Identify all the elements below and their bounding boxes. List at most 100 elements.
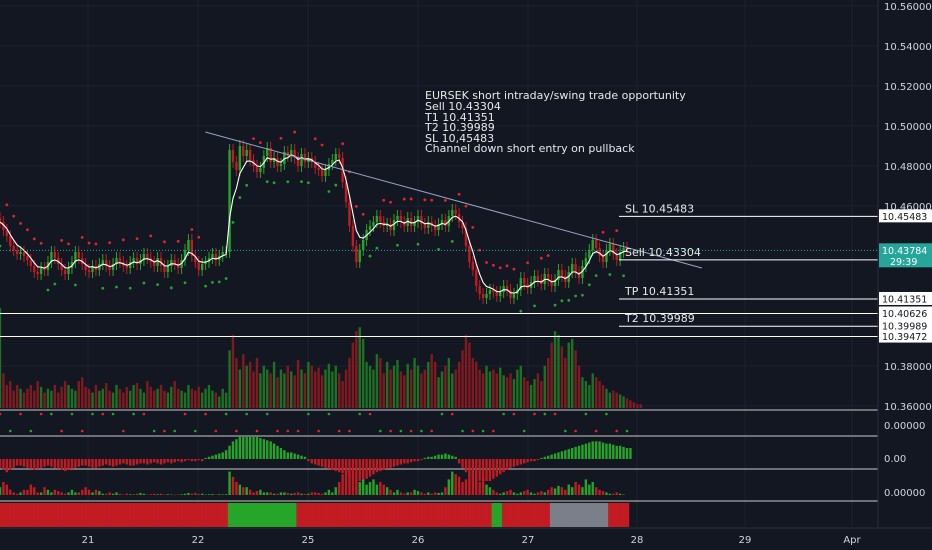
indicator-2-bar bbox=[266, 440, 269, 459]
current-price-tag bbox=[879, 243, 932, 268]
candle-body bbox=[618, 252, 622, 260]
countdown-text: 29:39 bbox=[890, 257, 917, 268]
indicator-2-bar bbox=[180, 459, 183, 463]
indicator-1-dot bbox=[122, 429, 125, 433]
indicator-4-cell bbox=[224, 503, 229, 527]
candle-body bbox=[29, 260, 33, 266]
indicator-4-cell bbox=[46, 503, 51, 527]
indicator-3-bar bbox=[314, 492, 317, 495]
current-price-tag-text: 10.43784 bbox=[882, 246, 927, 257]
indicator-3-bar bbox=[574, 482, 577, 495]
indicator-1-dot bbox=[358, 412, 362, 416]
indicator-4-cell bbox=[179, 503, 184, 527]
volume-bar bbox=[385, 361, 389, 408]
sar-dot bbox=[0, 244, 2, 248]
indicator-4-cell bbox=[296, 503, 301, 527]
candle-body bbox=[471, 262, 475, 270]
indicator-4-cell bbox=[197, 503, 201, 527]
indicator-1-dot bbox=[348, 429, 351, 433]
volume-bar bbox=[238, 369, 242, 408]
sar-dot bbox=[430, 198, 434, 202]
indicator-3-bar bbox=[29, 484, 33, 495]
indicator-4-cell bbox=[440, 503, 445, 527]
sar-dot bbox=[539, 256, 543, 260]
indicator-3-bar bbox=[444, 487, 447, 495]
sar-dot bbox=[567, 298, 571, 302]
volume-bar bbox=[207, 384, 211, 408]
volume-bar bbox=[492, 369, 495, 408]
indicator-4-cell bbox=[227, 503, 232, 527]
indicator-2-bar bbox=[550, 454, 553, 459]
indicator-2-bar bbox=[272, 443, 276, 459]
volume-bar bbox=[26, 388, 29, 408]
indicator-4-cell bbox=[621, 503, 626, 527]
candle-body bbox=[118, 258, 122, 262]
indicator-2-bar bbox=[437, 454, 440, 459]
sar-dot bbox=[286, 180, 290, 184]
indicator-2-bar bbox=[248, 437, 252, 459]
level-price-tag-text: 10.39989 bbox=[882, 322, 927, 333]
indicator-4-cell bbox=[368, 503, 373, 527]
volume-bar bbox=[605, 388, 608, 408]
volume-bar bbox=[601, 384, 605, 408]
x-tick-label: 28 bbox=[631, 535, 644, 546]
indicator-4-cell bbox=[186, 503, 191, 527]
volume-bar bbox=[365, 361, 368, 408]
volume-bar bbox=[567, 342, 570, 408]
volume-bar bbox=[553, 331, 557, 408]
indicator-1-dot bbox=[368, 412, 372, 416]
indicator-3-bar bbox=[122, 494, 125, 495]
indicator-3-bar bbox=[269, 492, 272, 495]
candle-body bbox=[269, 148, 272, 162]
indicator-4-cell bbox=[477, 503, 482, 527]
indicator-4-cell bbox=[539, 503, 544, 527]
volume-bar bbox=[608, 392, 612, 408]
candle-body bbox=[214, 254, 218, 260]
indicator-4-cell bbox=[567, 503, 571, 527]
volume-bar bbox=[348, 358, 351, 408]
indicator-3-bar bbox=[475, 479, 478, 495]
indicator-1-dot bbox=[245, 412, 248, 416]
indicator-4-cell bbox=[460, 503, 465, 527]
candle-body bbox=[132, 258, 135, 262]
candle-body bbox=[255, 166, 259, 172]
candle-body bbox=[146, 254, 149, 258]
indicator-4-cell bbox=[268, 503, 273, 527]
volume-bar bbox=[197, 386, 200, 408]
indicator-3-bar bbox=[502, 492, 505, 495]
indicator-2-bar bbox=[94, 459, 98, 468]
sar-dot bbox=[163, 240, 166, 244]
candle-body bbox=[560, 270, 564, 276]
sar-dot bbox=[87, 241, 91, 245]
indicator-4-cell bbox=[443, 503, 448, 527]
level-label: SL 10.45483 bbox=[625, 202, 694, 215]
indicator-3-bar bbox=[351, 474, 355, 495]
indicator-1-dot bbox=[399, 429, 403, 433]
indicator-4-cell bbox=[238, 503, 243, 527]
indicator-3-bar bbox=[74, 492, 77, 495]
indicator-4-cell bbox=[200, 503, 205, 527]
indicator-2-bar bbox=[204, 457, 207, 459]
candle-body bbox=[334, 154, 337, 160]
indicator-4-cell bbox=[145, 503, 150, 527]
x-tick-label: 25 bbox=[302, 535, 315, 546]
sar-dot bbox=[279, 136, 283, 140]
sar-dot bbox=[19, 222, 22, 225]
volume-bar bbox=[156, 388, 159, 408]
indicator-2-bar bbox=[132, 459, 135, 466]
candle-body bbox=[125, 266, 128, 268]
volume-bar bbox=[625, 398, 629, 408]
indicator-3-bar bbox=[403, 493, 406, 495]
sar-dot bbox=[32, 237, 36, 241]
indicator-4-cell bbox=[484, 503, 489, 527]
candle-body bbox=[584, 258, 588, 266]
indicator-3-bar bbox=[546, 489, 550, 495]
indicator-4-cell bbox=[114, 503, 119, 527]
sar-dot bbox=[238, 196, 242, 199]
indicator-2-bar bbox=[416, 459, 420, 462]
volume-bar bbox=[403, 375, 406, 408]
sar-dot bbox=[450, 240, 454, 243]
indicator-4-cell bbox=[135, 503, 140, 527]
indicator-2 bbox=[0, 437, 632, 481]
